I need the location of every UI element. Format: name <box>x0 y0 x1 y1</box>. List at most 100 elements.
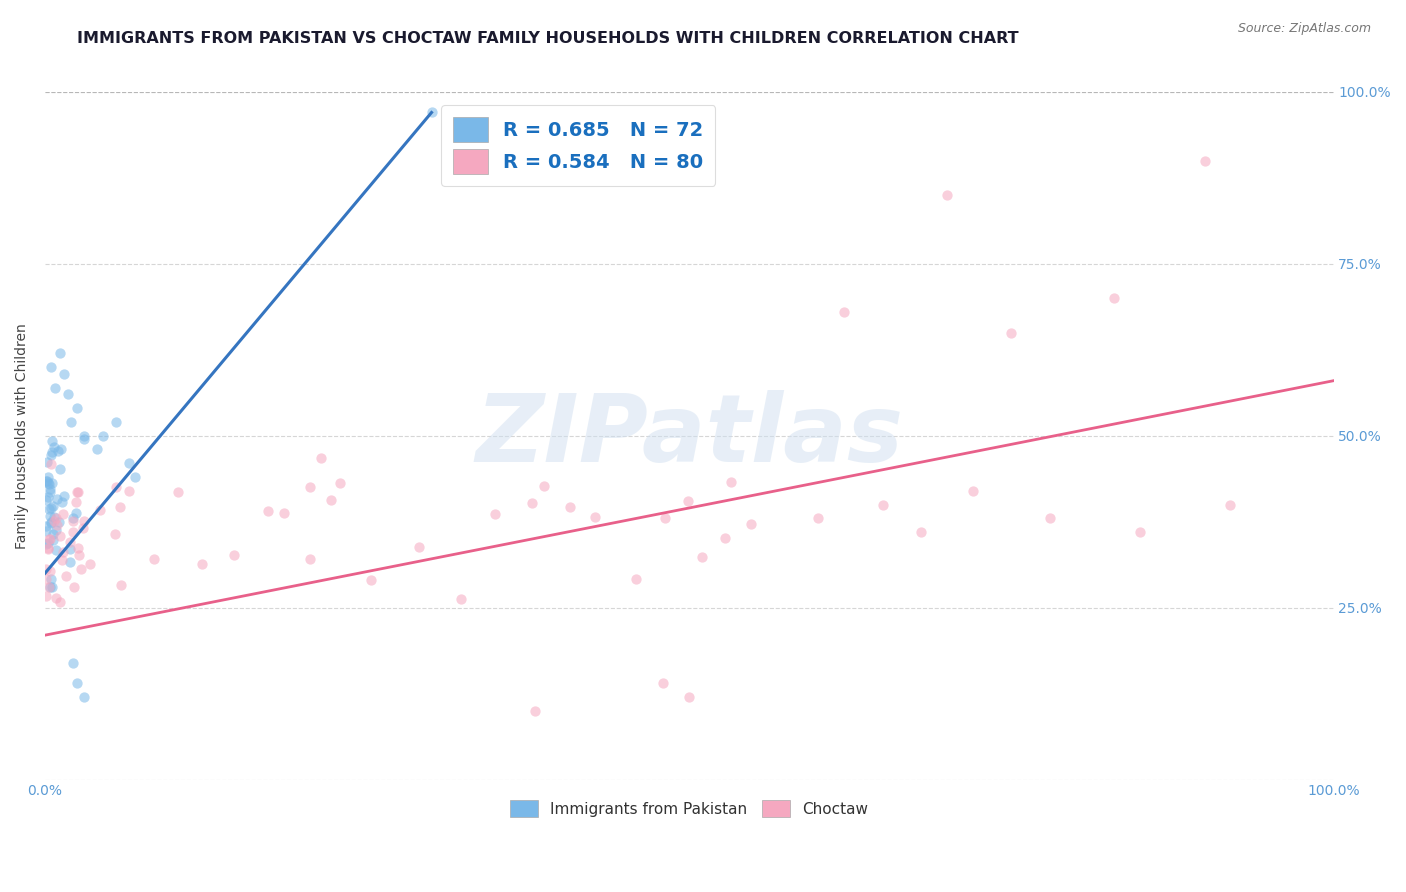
Point <box>59 542 82 557</box>
Point <box>108 500 131 514</box>
Point <box>37 541 59 555</box>
Point <box>42 510 65 524</box>
Point <box>118 456 141 470</box>
Point <box>832 305 855 319</box>
Point <box>79 557 101 571</box>
Point <box>299 552 322 566</box>
Point <box>59 415 82 429</box>
Point <box>720 475 742 490</box>
Point <box>299 479 322 493</box>
Point <box>49 442 72 456</box>
Point <box>35 572 58 586</box>
Point <box>48 529 70 543</box>
Point <box>37 469 59 483</box>
Point <box>37 455 59 469</box>
Point <box>1104 291 1126 305</box>
Point <box>273 506 295 520</box>
Point <box>59 555 82 569</box>
Point <box>222 548 245 562</box>
Point <box>67 541 90 556</box>
Point <box>65 506 87 520</box>
Point <box>55 568 77 582</box>
Point <box>35 590 58 604</box>
Point <box>51 552 73 566</box>
Point <box>1194 153 1216 168</box>
Point <box>62 656 84 670</box>
Point <box>66 676 89 690</box>
Point <box>89 503 111 517</box>
Point <box>143 552 166 566</box>
Point <box>39 509 62 524</box>
Point <box>110 578 132 592</box>
Point <box>65 495 87 509</box>
Point <box>91 428 114 442</box>
Point <box>652 676 675 690</box>
Point <box>46 518 69 533</box>
Point <box>41 434 63 448</box>
Text: IMMIGRANTS FROM PAKISTAN VS CHOCTAW FAMILY HOUSEHOLDS WITH CHILDREN CORRELATION : IMMIGRANTS FROM PAKISTAN VS CHOCTAW FAMI… <box>77 31 1019 46</box>
Point <box>38 482 60 496</box>
Point <box>522 496 544 510</box>
Point <box>256 503 278 517</box>
Point <box>72 428 94 442</box>
Point <box>35 474 58 488</box>
Point <box>42 499 65 513</box>
Point <box>962 483 984 498</box>
Point <box>319 492 342 507</box>
Point <box>73 514 96 528</box>
Point <box>62 524 84 539</box>
Point <box>48 515 70 529</box>
Point <box>51 495 73 509</box>
Point <box>49 595 72 609</box>
Point <box>104 526 127 541</box>
Point <box>37 490 59 504</box>
Point <box>45 511 67 525</box>
Point <box>56 387 79 401</box>
Point <box>583 510 606 524</box>
Point <box>38 532 60 546</box>
Point <box>37 475 59 489</box>
Point <box>35 562 58 576</box>
Point <box>533 478 555 492</box>
Y-axis label: Family Households with Children: Family Households with Children <box>15 323 30 549</box>
Point <box>44 381 66 395</box>
Point <box>450 591 472 606</box>
Point <box>44 591 66 605</box>
Point <box>124 470 146 484</box>
Point <box>311 451 333 466</box>
Point <box>35 492 58 507</box>
Point <box>49 346 72 360</box>
Point <box>72 690 94 704</box>
Point <box>690 549 713 564</box>
Point <box>936 188 959 202</box>
Point <box>38 485 60 500</box>
Point <box>39 564 62 578</box>
Point <box>45 543 67 558</box>
Point <box>49 461 72 475</box>
Point <box>44 440 66 454</box>
Point <box>1039 511 1062 525</box>
Point <box>910 524 932 539</box>
Legend: Immigrants from Pakistan, Choctaw: Immigrants from Pakistan, Choctaw <box>505 794 875 823</box>
Point <box>1129 524 1152 539</box>
Point <box>70 562 93 576</box>
Point <box>39 500 62 515</box>
Point <box>1000 326 1022 340</box>
Point <box>38 580 60 594</box>
Point <box>167 485 190 500</box>
Point <box>38 501 60 516</box>
Point <box>42 533 65 548</box>
Text: Source: ZipAtlas.com: Source: ZipAtlas.com <box>1237 22 1371 36</box>
Point <box>420 105 443 120</box>
Point <box>676 494 699 508</box>
Point <box>66 401 89 416</box>
Point <box>104 415 127 429</box>
Text: ZIPatlas: ZIPatlas <box>475 390 903 482</box>
Point <box>558 500 581 515</box>
Point <box>66 485 89 500</box>
Point <box>39 515 62 529</box>
Point <box>714 532 737 546</box>
Point <box>408 540 430 554</box>
Point <box>35 537 58 551</box>
Point <box>72 521 94 535</box>
